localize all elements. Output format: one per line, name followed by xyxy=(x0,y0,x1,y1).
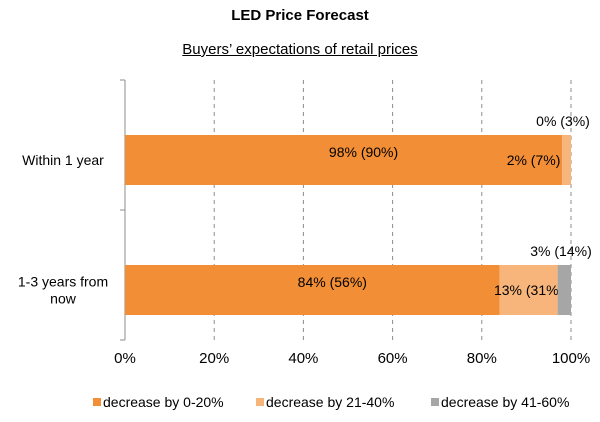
category-label: 1-3 years from now xyxy=(18,274,108,307)
chart-subtitle: Buyers’ expectations of retail prices xyxy=(182,41,418,58)
x-tick-label: 100% xyxy=(552,350,590,367)
legend-swatch xyxy=(256,398,264,406)
data-label: 0% (3%) xyxy=(536,113,590,129)
legend-label: decrease by 41-60% xyxy=(441,394,570,410)
category-label: Within 1 year xyxy=(22,152,104,168)
x-tick-label: 60% xyxy=(378,350,408,367)
legend-label: decrease by 21-40% xyxy=(266,394,395,410)
data-label: 2% (7%) xyxy=(507,152,561,168)
bar-segment-1 xyxy=(125,265,500,315)
bar-segment-1 xyxy=(125,135,563,185)
bar-segment-2 xyxy=(562,135,571,185)
legend-swatch xyxy=(431,398,439,406)
legend-swatch xyxy=(93,398,101,406)
bar-segment-3 xyxy=(557,265,571,315)
legend-item: decrease by 41-60% xyxy=(431,394,569,410)
legend-label: decrease by 0-20% xyxy=(103,394,224,410)
data-label: 84% (56%) xyxy=(298,274,367,290)
data-label: 98% (90%) xyxy=(329,144,398,160)
x-tick-label: 40% xyxy=(288,350,318,367)
x-tick-label: 0% xyxy=(114,350,136,367)
legend-item: decrease by 0-20% xyxy=(93,394,224,410)
chart-title: LED Price Forecast xyxy=(231,7,369,24)
bar-segment-2 xyxy=(499,265,558,315)
bar-chart: 0% 20% 40% 60% 80% 100% Within 1 year 98% (90%)… xyxy=(18,79,592,367)
legend-item: decrease by 21-40% xyxy=(256,394,394,410)
data-label: 13% (31%) xyxy=(494,282,563,298)
data-label: 3% (14%) xyxy=(530,243,591,259)
x-tick-label: 20% xyxy=(199,350,229,367)
x-tick-label: 80% xyxy=(467,350,497,367)
